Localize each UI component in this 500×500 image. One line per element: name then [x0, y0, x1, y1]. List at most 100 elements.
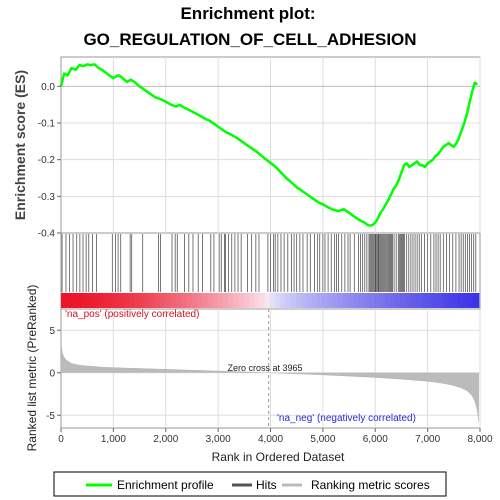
es-axis-label: Enrichment score (ES) [12, 70, 28, 220]
x-tick-label: 2,000 [153, 434, 178, 445]
colorbar-segment [248, 293, 255, 308]
colorbar-segment [259, 293, 266, 308]
colorbar-segment [280, 293, 287, 308]
colorbar-segment [269, 293, 276, 308]
colorbar-segment [149, 293, 156, 308]
colorbar-segment [468, 293, 475, 308]
colorbar-segment [426, 293, 433, 308]
colorbar-segment [154, 293, 161, 308]
colorbar-segment [238, 293, 245, 308]
colorbar-segment [447, 293, 454, 308]
colorbar-segment [290, 293, 297, 308]
colorbar-segment [201, 293, 208, 308]
colorbar-segment [87, 293, 93, 308]
chart-title-line1: Enrichment plot: [180, 4, 315, 23]
x-tick-label: 7,000 [415, 434, 440, 445]
colorbar-segment [191, 293, 198, 308]
x-tick-label: 6,000 [363, 434, 388, 445]
colorbar-segment [322, 293, 328, 308]
metric-tick-label: 0 [49, 368, 55, 379]
colorbar-segment [134, 293, 140, 308]
es-tick-label: -0.1 [38, 119, 56, 130]
zero-cross-label: Zero cross at 3965 [227, 363, 302, 373]
metric-tick-label: 5 [49, 326, 55, 337]
colorbar-segment [243, 293, 250, 308]
es-tick-label: 0.0 [41, 82, 55, 93]
colorbar-segment [463, 293, 469, 308]
colorbar-segment [452, 293, 459, 308]
colorbar-segment [327, 293, 334, 308]
colorbar-segment [400, 293, 407, 308]
colorbar-segment [295, 293, 302, 308]
metric-marks [60, 338, 480, 422]
colorbar-segment [348, 293, 354, 308]
colorbar-segment [306, 293, 313, 308]
es-tick-label: -0.3 [38, 192, 56, 203]
chart-title-line2: GO_REGULATION_OF_CELL_ADHESION [83, 30, 416, 49]
x-tick-label: 1,000 [101, 434, 126, 445]
colorbar-segment [217, 293, 224, 308]
es-tick-label: -0.2 [38, 155, 56, 166]
x-tick-label: 4,000 [258, 434, 283, 445]
x-tick-label: 3,000 [206, 434, 231, 445]
colorbar-segment [81, 293, 88, 308]
colorbar-segment [186, 293, 193, 308]
positive-correlation-label: 'na_pos' (positively correlated) [65, 309, 199, 320]
colorbar-segment [160, 293, 167, 308]
colorbar-segment [384, 293, 391, 308]
colorbar-segment [181, 293, 187, 308]
colorbar-segment [113, 293, 120, 308]
colorbar-segment [123, 293, 130, 308]
colorbar-segment [363, 293, 370, 308]
legend-label-hits: Hits [256, 478, 277, 492]
colorbar-segment [389, 293, 396, 308]
colorbar-segment [212, 293, 219, 308]
colorbar-segment [71, 293, 78, 308]
colorbar-segment [301, 293, 307, 308]
colorbar-segment [410, 293, 417, 308]
colorbar-segment [473, 293, 480, 308]
x-tick-label: 8,000 [467, 434, 492, 445]
legend: Enrichment profile Hits Ranking metric s… [53, 471, 447, 497]
colorbar-segment [61, 293, 67, 308]
colorbar-segment [405, 293, 412, 308]
colorbar-segment [97, 293, 104, 308]
colorbar-segment [264, 293, 271, 308]
colorbar-segment [457, 293, 464, 308]
enrichment-profile-line [59, 63, 479, 227]
colorbar-segment [76, 293, 83, 308]
colorbar-segment [207, 293, 214, 308]
colorbar-segment [196, 293, 203, 308]
colorbar-segment [165, 293, 172, 308]
colorbar-segment [170, 293, 177, 308]
colorbar-segment [139, 293, 146, 308]
colorbar-segment [107, 293, 114, 308]
colorbar-segment [358, 293, 365, 308]
x-tick-label: 0 [58, 434, 64, 445]
x-axis-label: Rank in Ordered Dataset [212, 450, 345, 464]
axis-ticks: 0 1,000 2,000 3,000 4,000 5,000 6,000 7,000 8,00… [38, 82, 493, 445]
legend-label-enrichment-profile: Enrichment profile [117, 478, 214, 492]
colorbar-segment [233, 293, 240, 308]
colorbar-segment [316, 293, 323, 308]
metric-tick-label: -5 [46, 411, 55, 422]
rank-colorbar [61, 293, 480, 308]
colorbar-segment [144, 293, 151, 308]
legend-label-ranking-metric: Ranking metric scores [311, 478, 430, 492]
colorbar-segment [342, 293, 349, 308]
metric-axis-label: Ranked list metric (PreRanked) [25, 285, 39, 452]
colorbar-segment [228, 293, 234, 308]
negative-correlation-label: 'na_neg' (negatively correlated) [277, 413, 416, 424]
colorbar-segment [436, 293, 443, 308]
colorbar-segment [442, 293, 448, 308]
colorbar-segment [379, 293, 386, 308]
colorbar-segment [285, 293, 292, 308]
colorbar-segment [395, 293, 401, 308]
x-tick-label: 5,000 [310, 434, 335, 445]
colorbar-segment [431, 293, 438, 308]
hit-marks [61, 234, 477, 292]
colorbar-segment [66, 293, 73, 308]
colorbar-segment [311, 293, 318, 308]
